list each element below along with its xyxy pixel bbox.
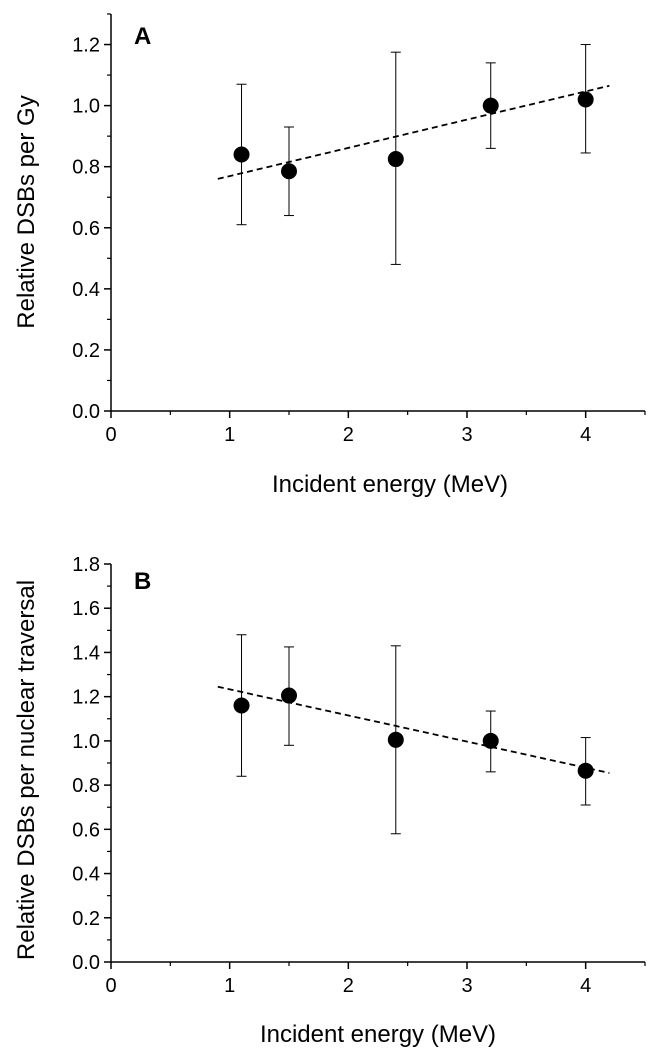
panel-b-y-tick-label: 1.6 (72, 598, 100, 620)
panel-a-y-tick-label: 0.4 (72, 279, 100, 301)
panel-b-label: B (134, 568, 151, 595)
panel-b-fit-line (217, 685, 610, 774)
panel-a-data-point (281, 163, 297, 180)
panel-b-y-tick-label: 0.6 (72, 819, 100, 841)
panel-b-y-axis-title: Relative DSBs per nuclear traversal (13, 580, 40, 960)
panel-b-x-tick-label: 3 (461, 975, 472, 997)
panel-b-data-point (281, 687, 297, 704)
panel-b-y-tick-label: 0.4 (72, 864, 100, 886)
panel-b-y-tick-label: 1.8 (72, 554, 100, 576)
panel-a-y-tick-label: 1.2 (72, 35, 100, 57)
panel-b-y-tick-label: 1.0 (72, 731, 100, 753)
panel-a-y-axis-title: Relative DSBs per Gy (13, 95, 40, 328)
panel-a-data-point (233, 146, 250, 163)
panel-a-y-tick-label: 0.6 (72, 218, 100, 240)
panel-b-x-tick-label: 0 (105, 975, 116, 997)
panel-b-x-axis-title: Incident energy (MeV) (260, 1021, 496, 1048)
panel-b-data-point (482, 732, 499, 749)
panel-b-y-tick-label: 0.0 (72, 952, 100, 974)
panel-a-fit-line (217, 84, 610, 180)
panel-a-data-point (577, 91, 594, 108)
panel-a-y-tick-label: 0.0 (72, 401, 100, 423)
panel-a-x-tick-label: 3 (461, 424, 472, 446)
panel-a-x-axis-title: Incident energy (MeV) (272, 471, 508, 498)
panel-b-y-tick-label: 1.4 (72, 642, 100, 664)
panel-a-data-point (482, 97, 499, 114)
panel-a-x-tick-label: 4 (580, 424, 591, 446)
panel-b-data-point (233, 697, 250, 714)
panel-a: A Incident energy (MeV) Relative DSBs pe… (13, 13, 646, 498)
panel-b-y-tick-label: 0.8 (72, 775, 100, 797)
panel-a-label: A (134, 23, 151, 50)
panel-a-data-point (387, 151, 404, 168)
panel-b-x-tick-label: 1 (224, 975, 235, 997)
panel-b: B Incident energy (MeV) Relative DSBs pe… (13, 554, 646, 1048)
panel-b-y-tick-label: 1.2 (72, 687, 100, 709)
panel-b-y-tick-label: 0.2 (72, 908, 100, 930)
panel-a-y-tick-label: 1.0 (72, 96, 100, 118)
panel-a-x-tick-label: 2 (343, 424, 354, 446)
panel-a-y-tick-label: 0.2 (72, 340, 100, 362)
panel-b-data-point (577, 762, 594, 779)
panel-a-x-tick-label: 0 (105, 424, 116, 446)
panel-a-y-tick-label: 0.8 (72, 157, 100, 179)
panel-b-x-tick-label: 2 (343, 975, 354, 997)
panel-b-x-tick-label: 4 (580, 975, 591, 997)
panel-b-data-point (387, 731, 404, 748)
panel-a-x-tick-label: 1 (224, 424, 235, 446)
